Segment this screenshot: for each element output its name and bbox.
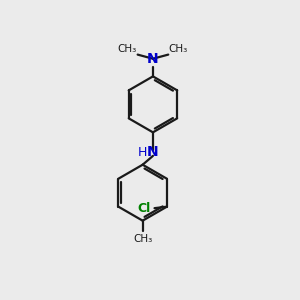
Text: CH₃: CH₃ (118, 44, 137, 54)
Text: CH₃: CH₃ (169, 44, 188, 54)
Text: Cl: Cl (137, 202, 151, 215)
Text: N: N (146, 146, 158, 159)
Text: N: N (147, 52, 159, 66)
Text: CH₃: CH₃ (133, 234, 152, 244)
Text: H: H (138, 146, 147, 159)
